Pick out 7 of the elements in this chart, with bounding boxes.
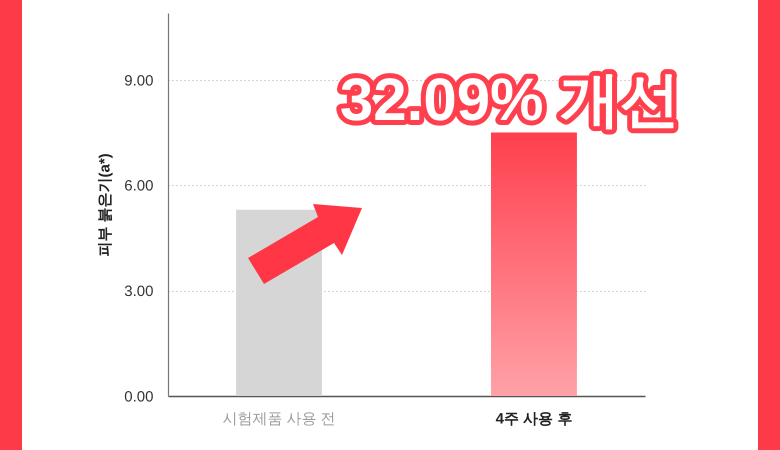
y-tick-label: 6.00 [124,178,154,195]
y-tick-label: 0.00 [124,388,154,406]
x-tick-label: 4주 사용 후 [496,410,572,428]
y-tick-label: 3.00 [124,283,154,300]
x-tick-label: 시험제품 사용 전 [222,410,336,428]
y-tick-label: 9.00 [124,72,154,90]
y-axis-title: 피부 붉은기(a*) [96,153,114,257]
